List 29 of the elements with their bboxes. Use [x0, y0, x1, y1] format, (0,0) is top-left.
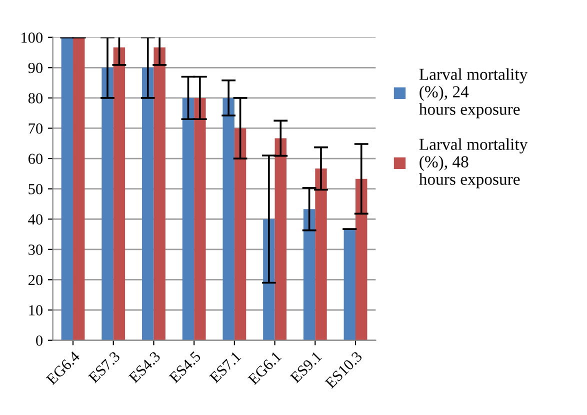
legend-label: Larval mortality (%), 48 hours exposure — [419, 138, 528, 188]
y-tick-label: 10 — [29, 305, 43, 316]
y-tick-label: 40 — [28, 214, 43, 225]
bar — [194, 98, 206, 340]
bar — [102, 68, 114, 340]
bar — [142, 68, 154, 340]
y-tick-label: 80 — [28, 93, 43, 104]
bar — [263, 219, 275, 340]
bar — [61, 37, 74, 340]
bar — [154, 47, 166, 340]
bar — [315, 168, 327, 340]
legend-label: Larval mortality (%), 24 hours exposure — [419, 68, 528, 118]
bar — [234, 128, 246, 340]
y-tick-label: 90 — [28, 62, 43, 74]
y-tick-label: 100 — [22, 32, 43, 43]
bar — [182, 98, 194, 340]
bar — [222, 98, 234, 340]
y-tick-label: 70 — [28, 123, 43, 134]
bar — [274, 138, 286, 340]
y-tick-label: 20 — [28, 274, 43, 286]
bar — [73, 37, 85, 340]
bar — [303, 209, 316, 340]
bar — [113, 47, 126, 340]
y-tick-label: 0 — [36, 335, 43, 346]
bar — [356, 178, 368, 340]
y-tick-label: 30 — [28, 244, 43, 255]
y-tick-label: 50 — [28, 184, 43, 194]
y-tick-label: 60 — [28, 154, 43, 164]
bar — [344, 229, 356, 340]
